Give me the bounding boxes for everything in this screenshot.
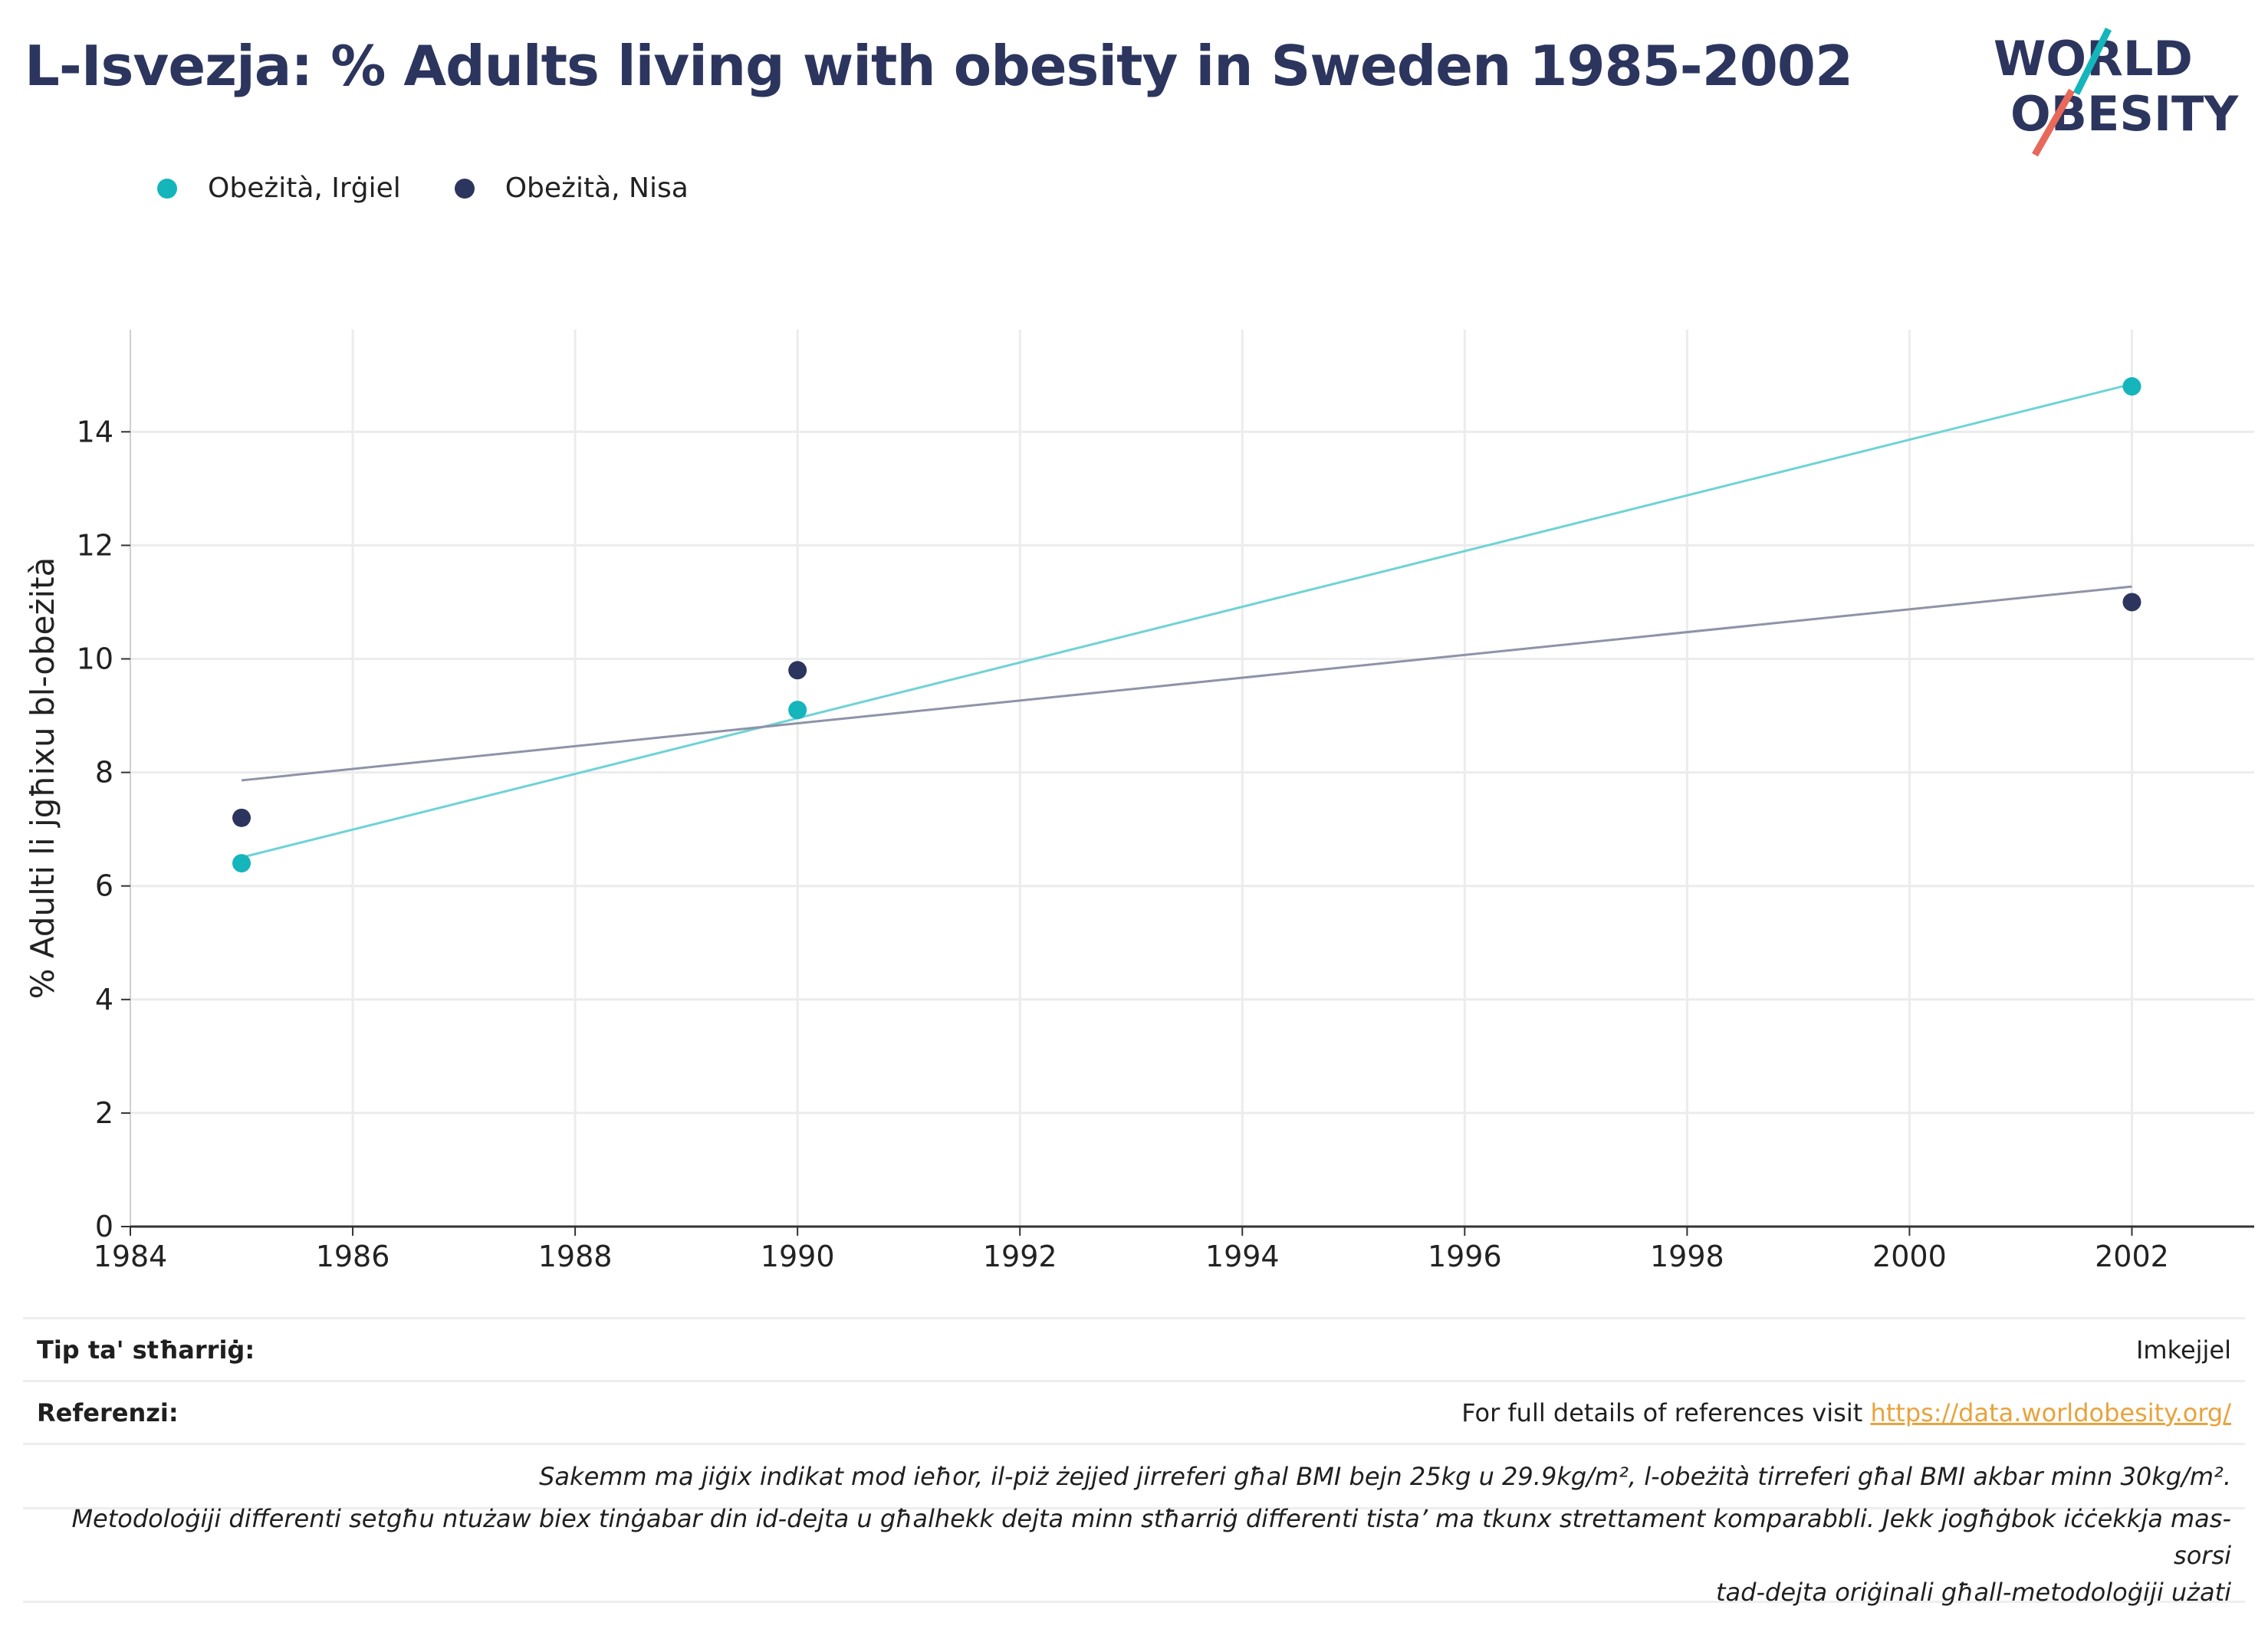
survey-type-label: Tip ta' stħarriġ: <box>37 1335 255 1365</box>
x-tick-label: 1986 <box>316 1240 390 1273</box>
y-tick-label: 12 <box>77 528 113 562</box>
trendline-series-0 <box>241 383 2132 859</box>
logo-slash-teal <box>2072 27 2112 96</box>
data-point-series-0 <box>788 701 807 720</box>
x-tick-label: 1990 <box>761 1240 835 1273</box>
footer-bmi-note-row: Sakemm ma jiġix indikat mod ieħor, il-pi… <box>23 1443 2245 1507</box>
scatter-chart: 1984 1986 1988 1990 1992 1994 1996 1998 2000 2002… <box>24 330 2254 1273</box>
x-tick-label: 1992 <box>983 1240 1057 1273</box>
legend-item-men[interactable]: Obeżità, Irġiel <box>157 172 401 204</box>
x-tick-label: 2000 <box>1872 1240 1947 1273</box>
methodology-note: Metodoloġiji differenti setgħu ntużaw bi… <box>37 1500 2231 1611</box>
references-text: For full details of references visit <box>1461 1398 1871 1427</box>
survey-type-value: Imkejjel <box>2135 1335 2231 1365</box>
y-tick-label: 8 <box>95 756 113 790</box>
legend-marker-women <box>454 178 475 199</box>
x-tick-label: 1998 <box>1650 1240 1724 1273</box>
chart-footer: Tip ta' stħarriġ: Imkejjel Referenzi: Fo… <box>23 1317 2245 1607</box>
x-tick-label: 1996 <box>1428 1240 1502 1273</box>
data-point-series-1 <box>788 661 807 680</box>
world-obesity-logo: WORLD OBESITY <box>1994 27 2239 157</box>
legend-item-women[interactable]: Obeżità, Nisa <box>454 172 689 204</box>
legend-label-women: Obeżità, Nisa <box>505 172 689 204</box>
references-text-wrapper: For full details of references visit htt… <box>1461 1398 2231 1427</box>
y-tick-label: 14 <box>77 415 113 448</box>
y-tick-label: 10 <box>77 642 113 675</box>
references-label: Referenzi: <box>37 1398 179 1427</box>
footer-methodology-row: Metodoloġiji differenti setgħu ntużaw bi… <box>23 1504 2245 1607</box>
bmi-note: Sakemm ma jiġix indikat mod ieħor, il-pi… <box>539 1461 2231 1491</box>
y-tick-label: 6 <box>95 869 113 903</box>
data-point-series-1 <box>232 808 251 827</box>
y-tick-label: 0 <box>95 1210 113 1243</box>
methodology-note-line2: tad-dejta oriġinali għall-metodoloġiji u… <box>1715 1577 2231 1607</box>
x-tick-label: 1984 <box>94 1240 168 1273</box>
references-link[interactable]: https://data.worldobesity.org/ <box>1870 1398 2231 1427</box>
page-title: L-Isvezja: % Adults living with obesity … <box>25 34 1853 98</box>
data-point-series-1 <box>2122 593 2141 612</box>
data-point-series-0 <box>232 854 251 873</box>
legend-marker-men <box>157 178 177 199</box>
trendline-series-1 <box>241 585 2132 782</box>
y-tick-label: 4 <box>95 983 113 1017</box>
footer-references-row: Referenzi: For full details of reference… <box>23 1380 2245 1443</box>
methodology-note-line1: Metodoloġiji differenti setgħu ntużaw bi… <box>71 1503 2231 1570</box>
x-tick-label: 1994 <box>1205 1240 1280 1273</box>
footer-survey-row: Tip ta' stħarriġ: Imkejjel <box>23 1317 2245 1380</box>
x-tick-label: 1988 <box>538 1240 613 1273</box>
legend-label-men: Obeżità, Irġiel <box>208 172 401 204</box>
y-tick-label: 2 <box>95 1096 113 1130</box>
chart-legend: Obeżità, Irġiel Obeżità, Nisa <box>157 172 742 204</box>
x-tick-label: 2002 <box>2095 1240 2169 1273</box>
data-point-series-0 <box>2122 377 2141 396</box>
y-axis-label: % Adulti li jgħixu bl-obeżità <box>24 557 61 1000</box>
logo-slash-coral <box>2032 88 2075 157</box>
